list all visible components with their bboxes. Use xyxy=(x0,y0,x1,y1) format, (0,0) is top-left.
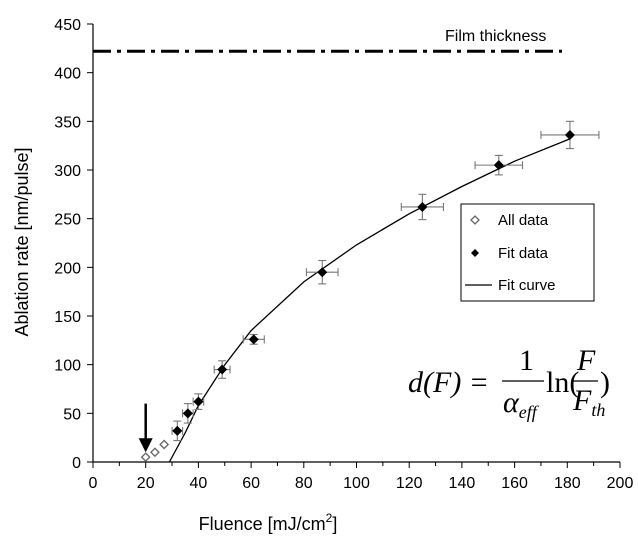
y-tick-label: 0 xyxy=(72,455,81,472)
fit-data-point xyxy=(417,201,428,212)
fit-data-point xyxy=(248,334,259,345)
equation: d(F) = 1 αeff ln( F Fth ) xyxy=(408,344,610,422)
x-axis-title-end: ] xyxy=(332,514,337,534)
y-tick-label: 300 xyxy=(54,163,81,180)
fit-data-point xyxy=(172,425,183,436)
y-axis-title: Ablation rate [nm/pulse] xyxy=(12,147,32,336)
fit-data-point xyxy=(564,129,575,140)
x-tick-label: 40 xyxy=(190,475,208,492)
equation-inner-denominator: Fth xyxy=(572,384,605,420)
fit-data-point xyxy=(182,408,193,419)
legend-all-data-marker xyxy=(470,215,480,225)
equation-denominator: αeff xyxy=(503,386,540,422)
y-tick-label: 250 xyxy=(54,212,81,229)
y-tick-label: 450 xyxy=(54,17,81,34)
equation-denominator-sub: eff xyxy=(519,402,540,422)
x-tick-label: 0 xyxy=(89,475,98,492)
x-tick-label: 120 xyxy=(396,475,423,492)
equation-ln: ln( xyxy=(546,366,579,399)
equation-numerator: 1 xyxy=(519,344,534,377)
legend-all-data-label: All data xyxy=(498,212,549,229)
x-axis-title-main: Fluence [mJ/cm xyxy=(199,514,326,534)
y-tick-label: 400 xyxy=(54,66,81,83)
y-tick-label: 50 xyxy=(63,406,81,423)
x-tick-label: 140 xyxy=(449,475,476,492)
legend-fit-data-label: Fit data xyxy=(498,245,549,262)
x-tick-label: 80 xyxy=(295,475,313,492)
y-tick-label: 350 xyxy=(54,114,81,131)
fit-data-point xyxy=(193,396,204,407)
x-tick-label: 20 xyxy=(137,475,155,492)
y-tick-label: 100 xyxy=(54,358,81,375)
y-tick-label: 150 xyxy=(54,309,81,326)
x-tick-label: 200 xyxy=(607,475,634,492)
legend-fit-data-marker xyxy=(471,249,479,257)
all-data-point xyxy=(159,439,170,450)
fit-data-point xyxy=(217,364,228,375)
fit-data-point xyxy=(317,267,328,278)
x-tick-label: 100 xyxy=(343,475,370,492)
film-thickness-label: Film thickness xyxy=(445,28,546,45)
threshold-arrow-head xyxy=(138,438,153,453)
x-axis-title-sup: 2 xyxy=(326,511,333,525)
x-tick-label: 180 xyxy=(554,475,581,492)
y-tick-label: 200 xyxy=(54,260,81,277)
y-axis-ticks: 0 50 100 150 200 250 300 350 400 450 xyxy=(54,17,93,472)
x-tick-label: 60 xyxy=(242,475,260,492)
all-data-point xyxy=(150,447,160,458)
x-axis-title: Fluence [mJ/cm2] xyxy=(199,511,338,534)
equation-inner-denominator-sub: th xyxy=(591,400,605,420)
fit-data-point xyxy=(493,160,504,171)
equation-close-paren: ) xyxy=(600,366,610,399)
fit-curve xyxy=(168,138,571,463)
equation-lhs: d(F) = xyxy=(408,366,497,399)
all-data-point xyxy=(140,452,151,463)
legend-fit-curve-label: Fit curve xyxy=(498,277,556,294)
legend: All data Fit data Fit curve xyxy=(460,203,595,302)
equation-inner-numerator: F xyxy=(576,344,596,377)
plot-area xyxy=(92,24,620,463)
x-axis-ticks: 0 20 40 60 80 100 120 140 160 180 200 xyxy=(89,462,634,492)
x-tick-label: 160 xyxy=(501,475,528,492)
